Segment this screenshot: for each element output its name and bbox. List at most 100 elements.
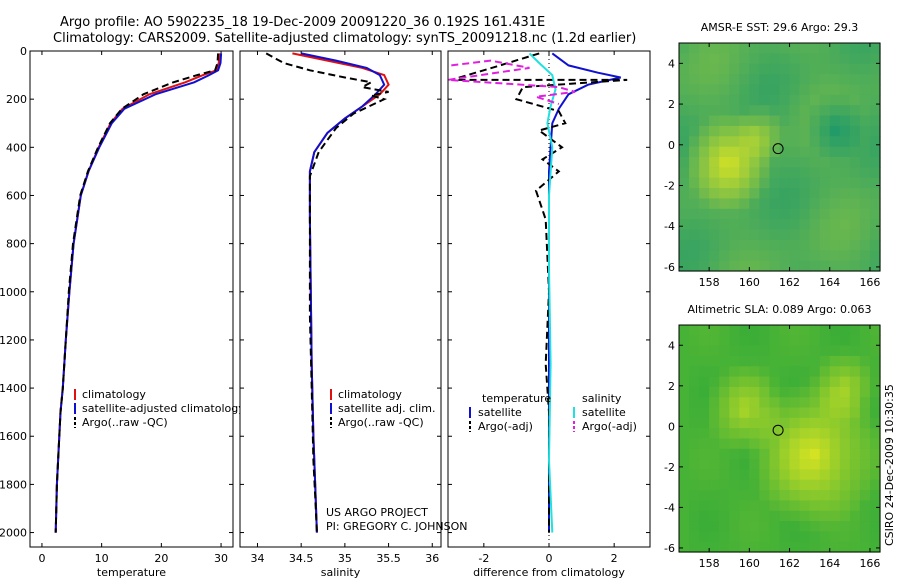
sla_map-cell xyxy=(709,531,720,543)
sst_map-cell xyxy=(719,43,730,54)
sst_map-cell xyxy=(759,260,771,272)
sla_map-cell xyxy=(859,469,871,481)
difference-xtick-label: -2 xyxy=(478,552,489,565)
sla_map-cell xyxy=(779,355,791,367)
sst_map-cell xyxy=(869,250,881,262)
difference-series-salinity-argo-adj- xyxy=(448,59,576,105)
sla_map-cell xyxy=(809,417,821,429)
sla_map-cell xyxy=(689,448,700,460)
sla_map-cell xyxy=(719,397,730,409)
sla_map-cell xyxy=(729,355,740,367)
sst_map-cell xyxy=(799,105,811,117)
sla_map-cell xyxy=(689,500,700,512)
sst_map-cell xyxy=(719,239,730,251)
sla_map-cell xyxy=(759,531,771,543)
sla_map-ytick-label: -6 xyxy=(664,542,675,555)
sst_map-cell xyxy=(689,125,700,137)
sst_map-cell xyxy=(709,63,720,75)
sla_map-cell xyxy=(779,459,791,471)
sst_map-cell xyxy=(789,177,801,189)
sst_map-cell xyxy=(829,239,841,251)
sla_map-cell xyxy=(809,521,821,532)
sla_map-cell xyxy=(769,531,781,543)
sst_map-cell xyxy=(809,105,821,117)
sst_map-cell xyxy=(829,177,841,189)
sst_map-cell xyxy=(679,136,690,148)
depth-tick-label: 0 xyxy=(20,45,27,58)
sst_map-cell xyxy=(819,63,831,75)
sla_map-cell xyxy=(709,490,720,502)
sst_map-cell xyxy=(689,229,700,241)
sla_map-cell xyxy=(749,397,760,409)
sst_map-cell xyxy=(719,63,730,75)
sst_map-cell xyxy=(799,136,811,148)
sla_map-cell xyxy=(859,459,871,471)
sla_map-cell xyxy=(739,490,750,502)
sst_map-cell xyxy=(719,219,730,231)
sst_map-cell xyxy=(799,229,811,241)
sst_map-cell xyxy=(749,63,760,75)
sla_map-cell xyxy=(689,325,700,336)
sst_map-cell xyxy=(699,84,710,96)
sst_map-cell xyxy=(859,157,871,168)
sst_map-cell xyxy=(749,229,760,241)
sla_map-cell xyxy=(719,541,730,553)
sla_map-cell xyxy=(779,479,791,491)
sla_map-cell xyxy=(829,397,841,409)
sst_map-cell xyxy=(869,198,881,210)
sla_map-cell xyxy=(849,459,861,471)
sla_map-cell xyxy=(859,541,871,553)
sla_map-cell xyxy=(829,531,841,543)
sst_map-cell xyxy=(709,146,720,158)
sst_map-cell xyxy=(789,136,801,148)
sst_map-cell xyxy=(849,198,861,210)
sst_map-cell xyxy=(699,219,710,231)
sla_map-cell xyxy=(859,428,871,440)
sla_map-cell xyxy=(739,459,750,471)
sst_map-cell xyxy=(749,53,760,65)
sst_map-cell xyxy=(819,188,831,200)
sst_map-cell xyxy=(869,239,881,251)
sst_map-cell xyxy=(809,84,821,96)
sla_map-cell xyxy=(689,366,700,378)
sst_map-cell xyxy=(859,208,871,220)
sst_map-cell xyxy=(779,115,791,127)
sst_map-cell xyxy=(759,74,771,86)
sst_map-cell xyxy=(749,115,760,127)
sst_map-cell xyxy=(829,198,841,210)
sst_map-cell xyxy=(809,94,821,106)
sla_map-cell xyxy=(699,417,710,429)
sst_map-cell xyxy=(719,105,730,117)
sst_map-cell xyxy=(839,84,851,96)
sla_map-cell xyxy=(749,500,760,512)
sla_map-ytick-label: 4 xyxy=(668,339,675,352)
sst_map-cell xyxy=(689,260,700,272)
sla_map-cell xyxy=(789,366,801,378)
sla_map-cell xyxy=(769,355,781,367)
sla_map-cell xyxy=(809,407,821,419)
sla_map-cell xyxy=(689,438,700,450)
sla_map-cell xyxy=(739,355,750,367)
sla_map-cell xyxy=(829,510,841,522)
sst_map-cell xyxy=(809,198,821,210)
sla_map-cell xyxy=(869,479,881,491)
sst_map-cell xyxy=(749,239,760,251)
sla_map-cell xyxy=(819,417,831,429)
sst_map-cell xyxy=(769,63,781,75)
sst_map-cell xyxy=(809,239,821,251)
sst_map-cell xyxy=(839,239,851,251)
sla_map-cell xyxy=(719,510,730,522)
sst_map-cell xyxy=(769,94,781,106)
legend-header-temperature: temperature xyxy=(482,392,551,405)
sla_map-cell xyxy=(799,386,811,398)
sla_map-cell xyxy=(799,335,811,347)
sst_map-cell xyxy=(739,105,750,117)
sla_map-cell xyxy=(729,500,740,512)
sst_map-cell xyxy=(769,115,781,127)
sla_map-cell xyxy=(679,448,690,460)
sst_map-cell xyxy=(869,115,881,127)
depth-tick-label: 1600 xyxy=(0,430,27,443)
sst_map-cell xyxy=(699,157,710,168)
sla_map-cell xyxy=(769,366,781,378)
sst_map-cell xyxy=(819,94,831,106)
